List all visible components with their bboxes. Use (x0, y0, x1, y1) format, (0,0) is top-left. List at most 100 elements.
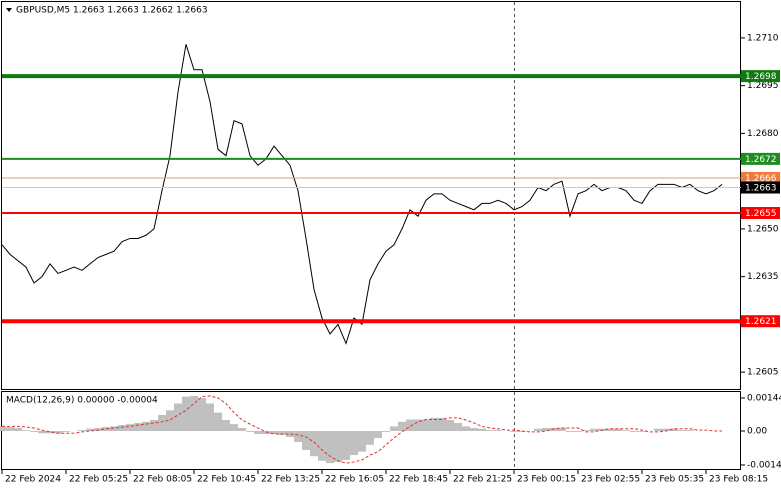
macd-bar (110, 426, 118, 431)
macd-bar (94, 428, 102, 431)
level-label-box (741, 152, 780, 165)
macd-bar (654, 428, 662, 431)
macd-bar (126, 424, 134, 431)
macd-bar (534, 428, 542, 431)
y-tick-label: 1.2635 (747, 272, 779, 282)
x-tick-label: 23 Feb 00:15 (517, 475, 576, 485)
macd-bar (166, 410, 174, 431)
macd-bar (0, 426, 6, 431)
macd-bar (318, 431, 326, 461)
macd-bar (278, 431, 286, 435)
x-tick-label: 22 Feb 18:45 (389, 475, 448, 485)
macd-bar (406, 419, 414, 431)
macd-bar (206, 403, 214, 431)
y-tick-label: 1.2680 (747, 129, 779, 139)
price-panel-frame (1, 1, 741, 390)
macd-bar (398, 421, 406, 431)
macd-bar (174, 403, 182, 431)
macd-bar (326, 431, 334, 464)
macd-bar (454, 422, 462, 431)
macd-bar (222, 419, 230, 431)
level-label-box (741, 70, 780, 83)
x-tick-label: 23 Feb 02:55 (581, 475, 640, 485)
signal-line (2, 395, 722, 464)
macd-bar (486, 430, 494, 431)
macd-bar (606, 428, 614, 431)
macd-bar (662, 428, 670, 431)
macd-bar (198, 397, 206, 431)
macd-bar (62, 431, 70, 432)
x-tick-label: 22 Feb 05:25 (69, 475, 128, 485)
macd-bar (414, 419, 422, 431)
macd-bar (158, 414, 166, 431)
x-tick-label: 22 Feb 13:25 (261, 475, 320, 485)
macd-bar (550, 428, 558, 431)
price-line (1, 44, 723, 345)
y-tick-label: 0.00 (747, 427, 767, 437)
macd-bar (678, 430, 686, 431)
x-tick-label: 22 Feb 10:45 (197, 475, 256, 485)
level-label: 1.2655 (745, 209, 777, 219)
macd-bar (422, 419, 430, 431)
macd-bar (566, 431, 574, 432)
macd-bar (510, 431, 518, 432)
macd-bar (334, 431, 342, 462)
macd-bar (430, 417, 438, 431)
macd-bar (182, 396, 190, 431)
macd-bar (470, 428, 478, 431)
macd-bar (446, 419, 454, 431)
macd-bar (30, 431, 38, 432)
x-tick-label: 23 Feb 08:15 (709, 475, 768, 485)
macd-bar (342, 431, 350, 460)
macd-bar (542, 428, 550, 431)
macd-bar (630, 431, 638, 432)
menu-arrow (6, 8, 12, 12)
level-label-box (741, 315, 780, 328)
macd-bar (262, 431, 270, 434)
level-label: 1.2698 (745, 72, 777, 82)
x-tick-label: 22 Feb 08:05 (133, 475, 192, 485)
macd-bar (478, 428, 486, 431)
macd-bar (614, 428, 622, 431)
macd-bar (366, 431, 374, 445)
x-tick-label: 23 Feb 05:35 (645, 475, 704, 485)
macd-bar (582, 430, 590, 431)
macd-bar (294, 431, 302, 443)
macd-bar (118, 425, 126, 431)
y-tick-label: 1.2710 (747, 33, 779, 43)
y-tick-label: 1.2650 (747, 224, 779, 234)
macd-bar (438, 417, 446, 431)
level-label: 1.2666 (745, 174, 777, 184)
x-tick-label: 22 Feb 16:05 (325, 475, 384, 485)
macd-bar (382, 431, 390, 432)
macd-bar (54, 431, 62, 434)
macd-bar (230, 424, 238, 431)
macd-bar (286, 431, 294, 437)
macd-bar (462, 426, 470, 431)
level-label: 1.2621 (745, 317, 777, 327)
macd-bar (86, 428, 94, 431)
macd-bar (590, 428, 598, 431)
macd-bar (14, 428, 22, 431)
macd-bar (270, 431, 278, 434)
macd-bar (254, 431, 262, 434)
macd-bar (686, 430, 694, 431)
macd-bar (350, 431, 358, 456)
macd-bar (78, 430, 86, 431)
macd-bar (494, 430, 502, 431)
macd-bar (150, 419, 158, 431)
x-tick-label: 22 Feb 2024 (5, 475, 61, 485)
macd-bar (102, 427, 110, 431)
level-label-box (741, 206, 780, 219)
macd-title: MACD(12,26,9) 0.00000 -0.00004 (6, 396, 158, 406)
macd-bar (38, 431, 46, 434)
macd-bar (670, 428, 678, 431)
macd-bar (6, 427, 14, 431)
macd-bar (46, 431, 54, 434)
y-tick-label: 1.2605 (747, 368, 779, 378)
macd-bar (638, 431, 646, 432)
macd-bar (358, 431, 366, 452)
